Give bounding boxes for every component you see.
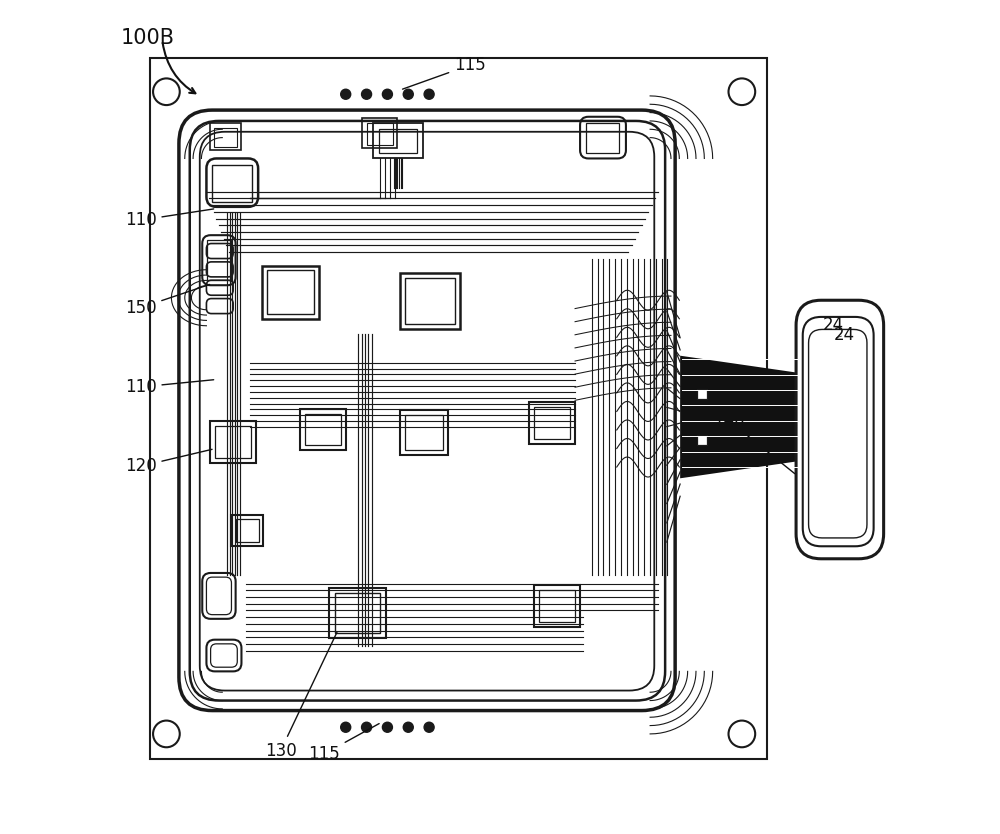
FancyBboxPatch shape [796, 300, 884, 559]
Text: 24: 24 [834, 326, 855, 344]
Circle shape [403, 89, 413, 99]
FancyBboxPatch shape [179, 110, 675, 711]
Bar [207, 240, 231, 280]
Text: 120: 120 [125, 450, 212, 475]
Bar [262, 266, 319, 319]
Bar [215, 426, 251, 458]
Bar [697, 389, 707, 399]
Bar [329, 588, 386, 638]
Text: 115: 115 [308, 724, 379, 763]
Text: 140: 140 [713, 411, 795, 474]
Circle shape [382, 89, 392, 99]
Bar [373, 123, 423, 158]
Circle shape [424, 89, 434, 99]
Circle shape [362, 89, 372, 99]
Bar [236, 519, 259, 542]
Text: 130: 130 [265, 632, 337, 760]
Bar [305, 414, 341, 445]
Bar [367, 123, 393, 145]
Circle shape [362, 722, 372, 732]
Bar [586, 123, 619, 153]
Circle shape [403, 722, 413, 732]
Bar [405, 415, 443, 450]
Bar [529, 402, 575, 444]
Bar [212, 165, 252, 202]
Bar [379, 129, 417, 153]
Bar [697, 435, 707, 445]
Bar [405, 278, 455, 324]
Text: 110: 110 [125, 378, 214, 396]
Bar [150, 58, 767, 759]
Circle shape [341, 722, 351, 732]
Text: 115: 115 [403, 56, 486, 89]
Bar [362, 118, 397, 148]
Bar [267, 270, 314, 314]
Text: 150: 150 [125, 284, 210, 317]
Bar [534, 585, 580, 627]
Circle shape [341, 89, 351, 99]
Bar [300, 409, 346, 450]
Bar [210, 421, 256, 463]
Bar [214, 128, 237, 147]
Circle shape [382, 722, 392, 732]
Polygon shape [680, 355, 801, 479]
Circle shape [424, 722, 434, 732]
Bar [210, 123, 241, 150]
Bar [534, 407, 570, 439]
Bar [400, 273, 460, 329]
Bar [539, 590, 575, 622]
Bar [400, 410, 448, 455]
Bar [335, 593, 380, 633]
Bar [231, 515, 263, 546]
Text: 24: 24 [823, 315, 844, 334]
Text: 100B: 100B [121, 28, 175, 48]
Text: 110: 110 [125, 209, 214, 229]
